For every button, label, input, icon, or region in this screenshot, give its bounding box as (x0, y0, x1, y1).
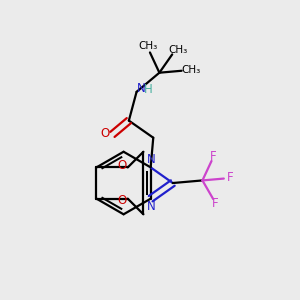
Text: F: F (212, 197, 218, 210)
Text: CH₃: CH₃ (169, 45, 188, 55)
Text: O: O (100, 127, 110, 140)
Text: O: O (118, 194, 127, 207)
Text: N: N (137, 82, 146, 95)
Text: CH₃: CH₃ (139, 41, 158, 51)
Text: O: O (118, 159, 127, 172)
Text: N: N (147, 200, 156, 213)
Text: F: F (210, 150, 217, 163)
Text: CH₃: CH₃ (181, 65, 200, 75)
Text: H: H (144, 83, 153, 96)
Text: F: F (227, 171, 234, 184)
Text: N: N (147, 153, 156, 166)
